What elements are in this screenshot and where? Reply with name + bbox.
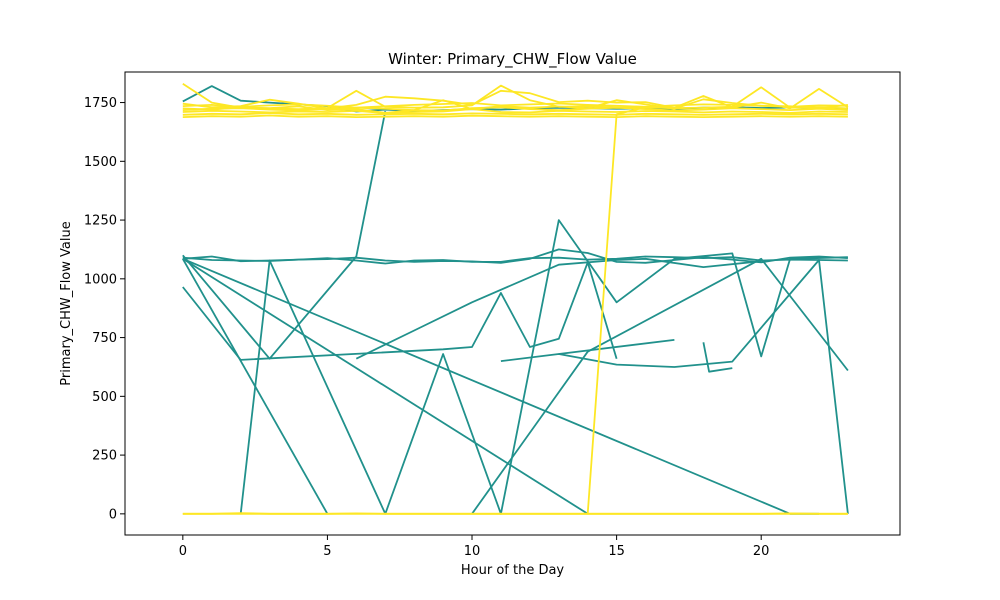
series-line-15: [182, 88, 849, 110]
series-layer: [182, 83, 849, 515]
y-axis: 0 250 500 750 1000 1250 1500 1750: [84, 96, 125, 522]
y-tick-label: 750: [92, 331, 117, 346]
series-line-24: [586, 106, 675, 514]
series-line-7: [239, 219, 848, 515]
series-line-3: [182, 111, 387, 360]
series-line-13: [702, 342, 733, 373]
x-tick-label: 5: [323, 544, 331, 559]
series-line-19: [182, 114, 848, 118]
x-tick-label: 20: [753, 544, 770, 559]
series-line-18: [182, 112, 848, 116]
x-axis-label: Hour of the Day: [461, 563, 565, 578]
chart-title: Winter: Primary_CHW_Flow Value: [388, 50, 637, 69]
series-line-5: [182, 261, 618, 361]
y-tick-label: 1500: [84, 155, 117, 170]
x-axis: 0 5 10 15 20: [179, 535, 770, 559]
series-line-8: [182, 258, 589, 515]
x-tick-label: 0: [179, 544, 187, 559]
y-tick-label: 250: [92, 449, 117, 464]
series-line-20: [182, 102, 848, 109]
y-tick-label: 1000: [84, 272, 117, 287]
series-line-17: [182, 108, 848, 114]
plot-frame: [124, 71, 901, 536]
x-tick-label: 10: [464, 544, 481, 559]
y-tick-label: 1250: [84, 214, 117, 229]
series-line-2: [182, 248, 848, 264]
series-line-21: [182, 106, 848, 112]
x-tick-label: 15: [608, 544, 625, 559]
y-tick-label: 1750: [84, 96, 117, 111]
series-line-10: [471, 257, 849, 515]
y-tick-label: 500: [92, 390, 117, 405]
y-tick-label: 0: [109, 507, 117, 522]
series-line-12: [558, 339, 675, 355]
y-axis-label: Primary_CHW_Flow Value: [59, 221, 74, 385]
series-line-16: [182, 98, 849, 114]
